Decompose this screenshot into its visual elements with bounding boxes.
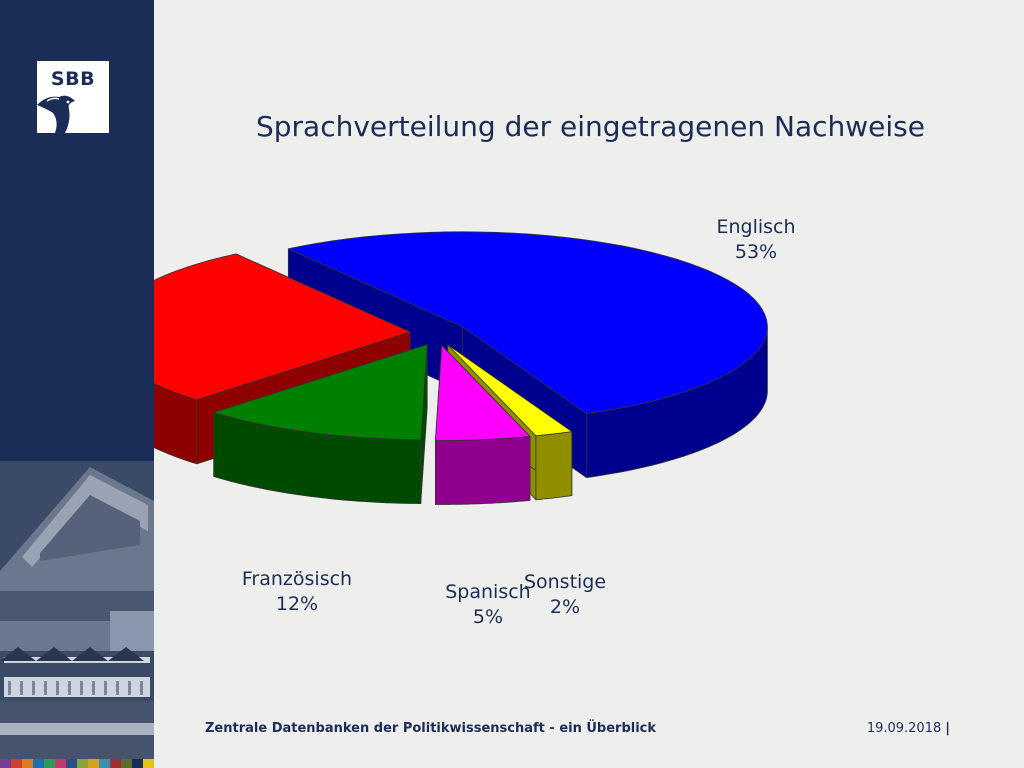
slide-title: Sprachverteilung der eingetragenen Nachw… [256, 110, 925, 143]
slice-spanisch [435, 345, 531, 505]
color-strip [0, 759, 154, 768]
sidebar: SBB [0, 0, 154, 768]
label-spanisch-value: 5% [472, 606, 504, 628]
slice-französisch-top [213, 344, 428, 440]
label-spanisch: Spanisch 5% [418, 580, 558, 630]
sbb-logo[interactable]: SBB [37, 61, 109, 133]
label-sonstige-value: 2% [549, 596, 581, 618]
footer-text: Zentrale Datenbanken der Politikwissensc… [205, 721, 657, 736]
label-sonstige: Sonstige 2% [495, 570, 635, 620]
logo-text: SBB [50, 68, 96, 90]
slice-englisch-top [287, 231, 768, 414]
slice-spanisch-top [435, 345, 531, 441]
slice-deutsch-top [154, 253, 411, 401]
slice-sonstige-outer-wall [535, 431, 573, 501]
label-französisch-name: Französisch [241, 568, 353, 590]
building-photo [0, 461, 154, 759]
label-französisch: Französisch 12% [227, 567, 367, 617]
label-spanisch-name: Spanisch [445, 581, 531, 603]
footer-date-value: 19.09.2018 [866, 721, 942, 736]
label-englisch-value: 53% [734, 241, 778, 263]
slice-französisch [213, 344, 428, 504]
label-deutsch-name: Deutsch [34, 293, 114, 315]
footer-date: 19.09.2018 | [867, 721, 950, 736]
label-deutsch: Deutsch 28% [4, 292, 144, 342]
slice-sonstige-top [447, 344, 573, 437]
slice-deutsch-outer-wall [154, 383, 198, 465]
label-englisch-name: Englisch [716, 216, 796, 238]
label-deutsch-value: 28% [52, 318, 96, 340]
slice-spanisch-outer-wall [435, 436, 531, 505]
pie-chart [154, 231, 768, 505]
footer-separator: | [945, 721, 950, 736]
eagle-icon [37, 95, 75, 133]
label-englisch: Englisch 53% [686, 215, 826, 265]
label-französisch-value: 12% [275, 593, 319, 615]
label-sonstige-name: Sonstige [523, 571, 607, 593]
logo-background [37, 61, 109, 133]
